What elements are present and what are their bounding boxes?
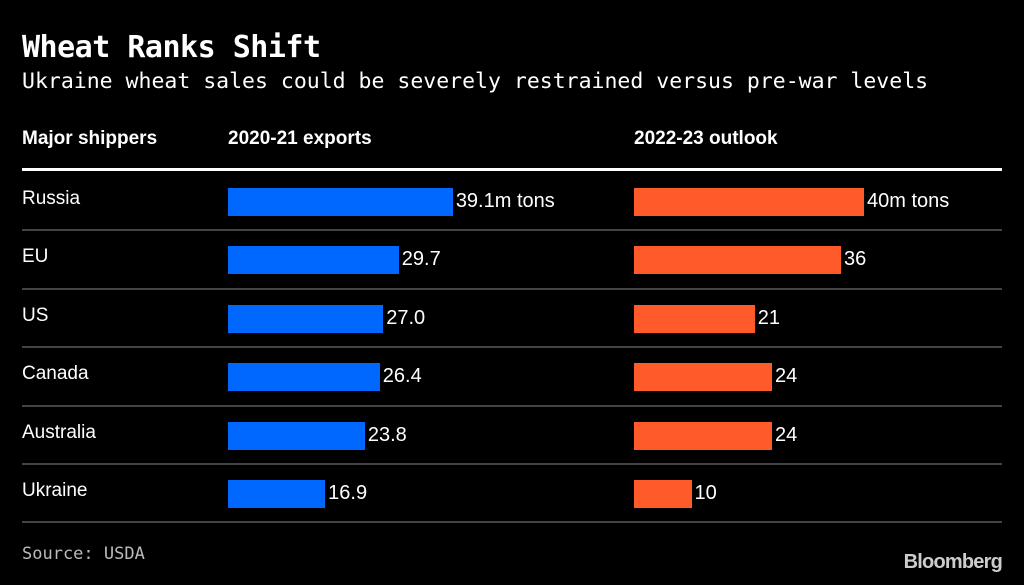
row-label: EU	[22, 246, 49, 268]
row-divider	[22, 463, 1002, 465]
row-label: US	[22, 304, 49, 326]
data-label: 23.8	[367, 423, 407, 446]
data-label: 36	[844, 248, 867, 271]
bloomberg-logo: Bloomberg	[903, 551, 1003, 573]
data-label: 39.1m tons	[455, 190, 555, 212]
column-header-shippers: Major shippers	[22, 128, 158, 149]
row-divider	[22, 346, 1002, 349]
data-label: 27.0	[386, 306, 426, 329]
data-label: 24	[775, 423, 798, 446]
row-label: Australia	[22, 421, 96, 443]
row-divider	[22, 229, 1002, 232]
source-note: Source: USDA	[22, 544, 145, 564]
bar-outlook	[634, 246, 841, 275]
data-label: 40m tons	[867, 190, 950, 212]
row-divider	[22, 404, 1002, 407]
bar-outlook	[634, 363, 772, 392]
bar-exports	[228, 363, 380, 392]
bar-exports	[228, 421, 365, 450]
bar-exports	[228, 188, 453, 216]
bar-exports	[228, 480, 326, 508]
row-label: Canada	[22, 363, 89, 385]
data-label: 29.7	[401, 248, 441, 271]
data-label: 16.9	[328, 482, 368, 504]
data-label: 26.4	[382, 365, 422, 388]
bar-exports	[228, 246, 399, 275]
chart-subtitle: Ukraine wheat sales could be severely re…	[22, 69, 929, 94]
bar-outlook	[634, 480, 692, 508]
row-label: Russia	[22, 188, 81, 209]
data-label: 21	[757, 306, 780, 329]
column-header-outlook: 2022-23 outlook	[634, 128, 778, 149]
row-label: Ukraine	[22, 480, 88, 501]
chart-title: Wheat Ranks Shift	[22, 30, 321, 65]
bar-exports	[228, 304, 384, 333]
data-label: 10	[694, 482, 717, 504]
data-label: 24	[775, 365, 798, 388]
column-header-exports: 2020-21 exports	[228, 128, 372, 149]
bar-outlook	[634, 188, 864, 216]
row-divider	[22, 287, 1002, 290]
bar-outlook	[634, 421, 772, 450]
bar-outlook	[634, 304, 755, 333]
header-divider	[22, 168, 1002, 171]
row-divider	[22, 521, 1002, 524]
